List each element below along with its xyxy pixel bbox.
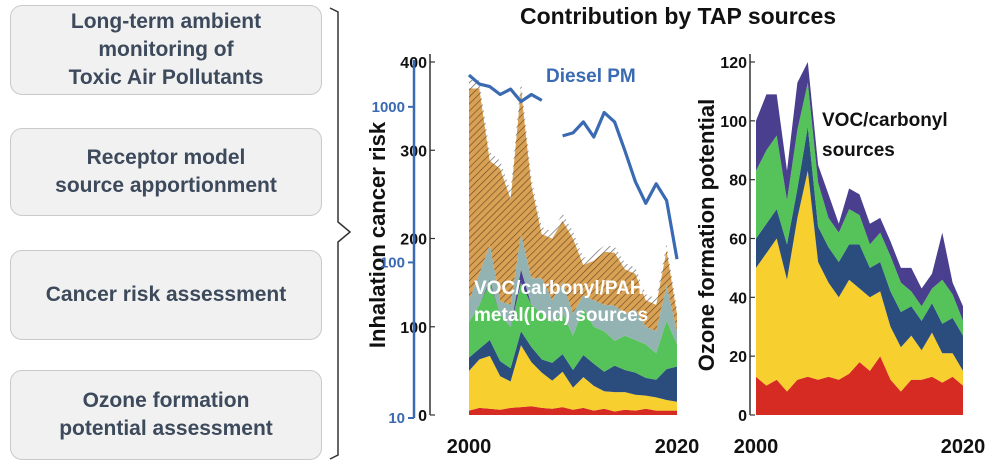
cancer-risk-x-tick-label: 2020 (655, 436, 700, 458)
ozone-y-tick-label: 60 (729, 232, 747, 249)
ozone-y-tick-label: 0 (738, 408, 747, 425)
grouping-bracket (329, 7, 352, 460)
voc-pah-metal-series-label: VOC/carbonyl/PAH/ metal(loid) sources (474, 278, 654, 326)
ozone-area-red (756, 356, 963, 415)
chart-title: Contribution by TAP sources (520, 3, 836, 29)
cancer-risk-area-gray (469, 79, 677, 314)
diesel-log-tick-label: 10 (388, 410, 405, 427)
ozone-y-tick-label: 20 (729, 349, 747, 366)
left-chart-axes: 010020030040020002020101001000 (372, 54, 700, 458)
left-chart-plot (467, 73, 679, 415)
step-receptor-model-box: Receptor model source apportionment (10, 128, 322, 216)
ozone-y-tick-label: 40 (729, 290, 747, 307)
cancer-risk-area-red (469, 406, 677, 415)
diesel-pm-line-segment-1 (467, 73, 543, 104)
diesel-pm-label: Diesel PM (546, 66, 636, 87)
step-cancer-risk-box: Cancer risk assessment (10, 250, 322, 340)
ozone-x-tick-label: 2000 (734, 436, 779, 458)
ozone-area-navy (756, 126, 963, 371)
voc-carbonyl-series-label: VOC/carbonyl sources (822, 110, 953, 161)
ozone-y-tick-label: 100 (720, 114, 747, 131)
diesel-pm-line-segment-2 (562, 110, 679, 260)
right-chart-plot (756, 62, 963, 415)
ozone-y-tick-label: 120 (720, 55, 747, 72)
cancer-risk-y-tick-label: 0 (418, 408, 427, 425)
diesel-log-tick-label: 100 (380, 254, 405, 271)
ozone-area-yellow (756, 170, 963, 392)
cancer-risk-area-teal (469, 234, 677, 354)
step-monitoring-box: Long-term ambient monitoring of Toxic Ai… (10, 5, 322, 95)
cancer-risk-area-green (469, 282, 677, 380)
ozone-area-green (756, 82, 963, 336)
step-ozone-formation-box: Ozone formation potential assessment (10, 370, 322, 460)
y-axis-label-cancer-risk: Inhalation cancer risk (365, 121, 390, 348)
cancer-risk-area-yellow (469, 345, 677, 412)
ozone-x-tick-label: 2020 (941, 436, 986, 458)
diesel-log-tick-label: 1000 (372, 99, 405, 116)
ozone-y-tick-label: 80 (729, 173, 747, 190)
right-chart-axes: 0 20 40 60 80 100 120 2000 2020 (720, 54, 985, 458)
cancer-risk-x-tick-label: 2000 (447, 436, 492, 458)
cancer-risk-area-navy (469, 331, 677, 402)
cancer-risk-area-orange (469, 88, 677, 332)
y-axis-label-ozone: Ozone formation potential (694, 99, 719, 372)
